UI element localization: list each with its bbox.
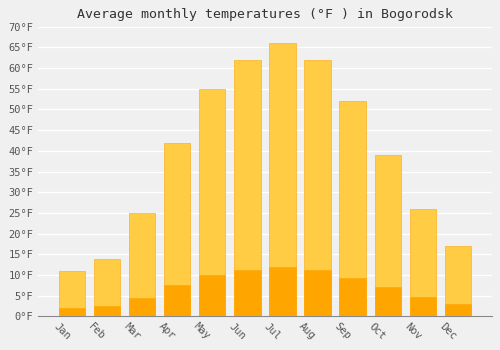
Bar [59,271,85,316]
Bar [444,304,471,316]
Bar [94,306,120,316]
Bar [304,60,330,316]
Bar [129,298,156,316]
Bar [94,259,120,316]
Bar [270,43,295,316]
Bar [410,209,436,316]
Bar [410,297,436,316]
Bar [374,287,401,316]
Bar [304,270,330,316]
Bar [164,285,190,316]
Bar [444,246,471,316]
Bar [234,270,260,316]
Bar [164,142,190,316]
Bar [129,213,156,316]
Bar [374,155,401,316]
Bar [199,275,226,316]
Bar [234,60,260,316]
Bar [59,308,85,316]
Bar [340,278,366,316]
Bar [340,101,366,316]
Title: Average monthly temperatures (°F ) in Bogorodsk: Average monthly temperatures (°F ) in Bo… [77,8,453,21]
Bar [270,267,295,316]
Bar [199,89,226,316]
